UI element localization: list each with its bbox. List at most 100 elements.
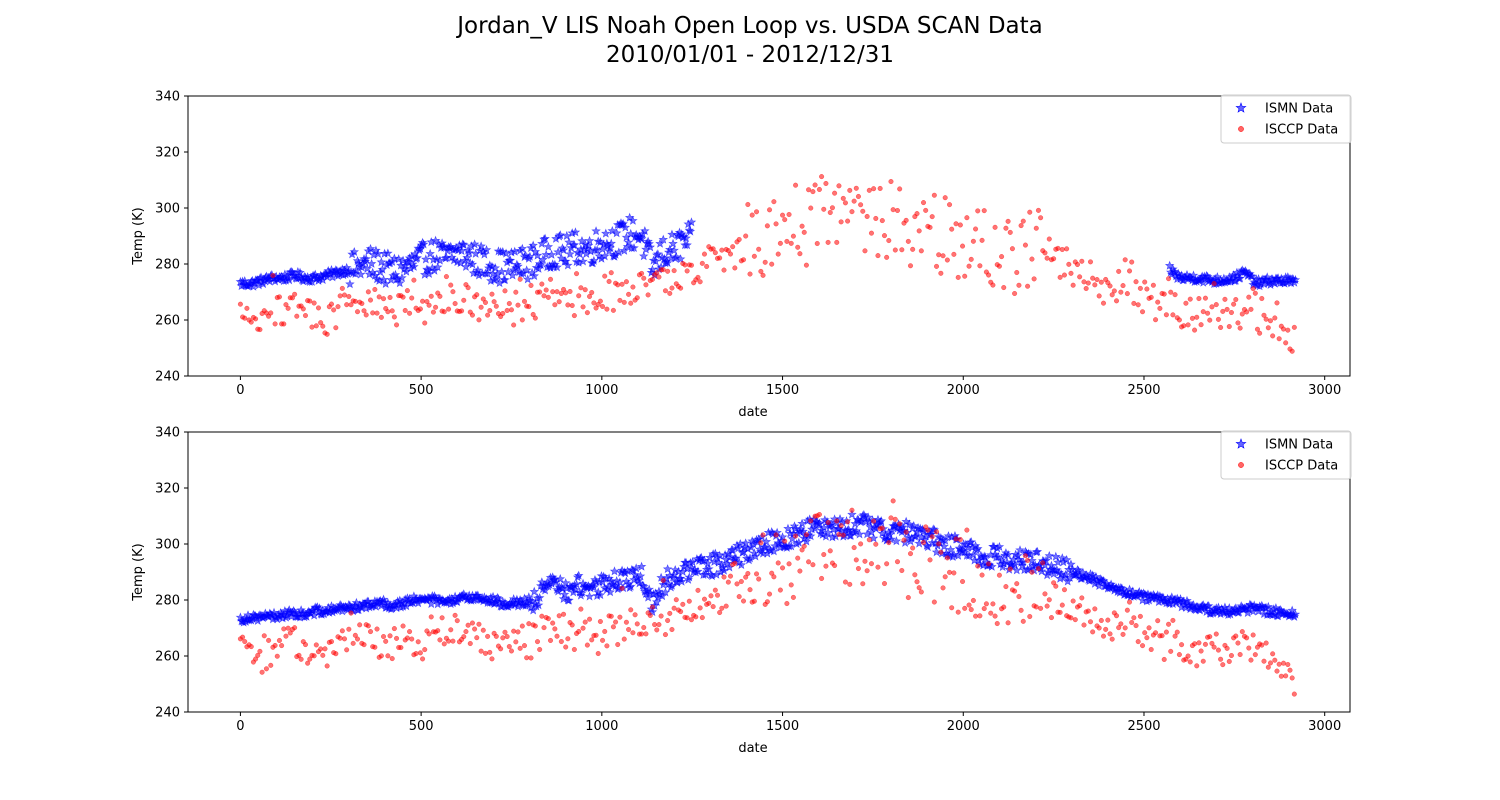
data-point xyxy=(298,656,304,662)
data-point xyxy=(1107,631,1113,637)
data-point xyxy=(740,257,747,263)
data-point xyxy=(580,304,586,310)
data-point xyxy=(972,543,983,553)
data-point xyxy=(1014,269,1020,276)
data-point xyxy=(281,321,287,327)
data-point xyxy=(1247,271,1257,281)
data-point xyxy=(515,629,521,635)
data-point xyxy=(910,545,916,551)
data-point xyxy=(1198,648,1204,654)
data-point xyxy=(1181,323,1187,329)
data-point xyxy=(782,538,788,544)
data-point xyxy=(1218,656,1224,662)
data-point xyxy=(1066,559,1076,569)
data-point xyxy=(441,309,447,315)
data-point xyxy=(845,519,851,525)
data-point xyxy=(953,221,959,227)
data-point xyxy=(602,273,608,279)
data-point xyxy=(816,511,822,518)
data-point xyxy=(376,257,387,267)
data-point xyxy=(528,282,534,288)
data-point xyxy=(858,541,864,547)
data-point xyxy=(597,298,603,304)
data-point xyxy=(393,254,404,264)
data-point xyxy=(836,183,842,189)
data-point xyxy=(508,648,515,654)
data-point xyxy=(662,257,673,268)
data-point xyxy=(448,627,454,633)
data-point xyxy=(1233,297,1239,303)
data-point xyxy=(964,215,970,221)
data-point xyxy=(953,550,963,560)
data-point xyxy=(823,527,833,537)
y-tick-label: 260 xyxy=(155,314,180,329)
data-point xyxy=(322,646,328,652)
data-point xyxy=(493,303,499,309)
data-point xyxy=(738,578,744,585)
data-point xyxy=(1226,658,1232,665)
data-point xyxy=(489,291,495,297)
data-point xyxy=(994,541,1005,551)
data-point xyxy=(704,263,710,270)
data-point xyxy=(996,572,1002,578)
data-point xyxy=(996,263,1002,269)
data-point xyxy=(1202,295,1208,301)
data-point xyxy=(345,279,355,289)
data-point xyxy=(1055,245,1061,251)
data-point xyxy=(1005,218,1011,224)
data-point xyxy=(1290,274,1301,285)
legend-marker-circle xyxy=(1238,126,1244,132)
data-point xyxy=(348,610,354,616)
data-point xyxy=(630,630,636,636)
data-point xyxy=(372,286,378,293)
data-point xyxy=(539,613,545,619)
data-point xyxy=(587,616,593,622)
data-point xyxy=(485,633,491,639)
data-point xyxy=(567,288,573,295)
data-point xyxy=(780,565,786,571)
data-point xyxy=(706,600,712,606)
data-point xyxy=(1027,209,1033,215)
data-point xyxy=(847,581,853,587)
data-point xyxy=(855,193,862,200)
data-point xyxy=(352,298,358,304)
data-point xyxy=(625,581,636,591)
data-point xyxy=(682,240,692,250)
data-point xyxy=(1153,317,1159,323)
data-point xyxy=(591,226,601,236)
data-point xyxy=(432,262,443,272)
data-point xyxy=(1064,246,1070,252)
data-point xyxy=(986,561,992,567)
data-point xyxy=(667,290,673,296)
data-point xyxy=(881,233,888,239)
data-point xyxy=(959,547,970,557)
data-point xyxy=(378,653,384,659)
data-point xyxy=(463,629,469,635)
data-point xyxy=(1074,261,1081,268)
data-point xyxy=(300,306,306,312)
data-point xyxy=(907,263,914,269)
data-point xyxy=(610,624,616,630)
data-point xyxy=(1287,667,1293,673)
data-point xyxy=(710,246,716,252)
y-tick-label: 340 xyxy=(155,426,180,441)
data-point xyxy=(563,290,569,296)
data-point xyxy=(1022,242,1028,248)
data-point xyxy=(1009,246,1015,252)
data-point xyxy=(1025,557,1031,564)
data-point xyxy=(605,587,615,597)
data-point xyxy=(351,265,362,275)
data-point xyxy=(736,559,747,570)
data-point xyxy=(1126,599,1133,605)
x-axis-label: date xyxy=(738,741,767,756)
data-point xyxy=(600,637,606,643)
data-point xyxy=(681,233,691,243)
data-point xyxy=(1257,330,1263,336)
data-point xyxy=(333,651,339,657)
data-point xyxy=(654,270,660,276)
data-point xyxy=(949,226,955,232)
data-point xyxy=(362,263,373,273)
data-point xyxy=(721,574,727,580)
data-point xyxy=(534,639,541,645)
